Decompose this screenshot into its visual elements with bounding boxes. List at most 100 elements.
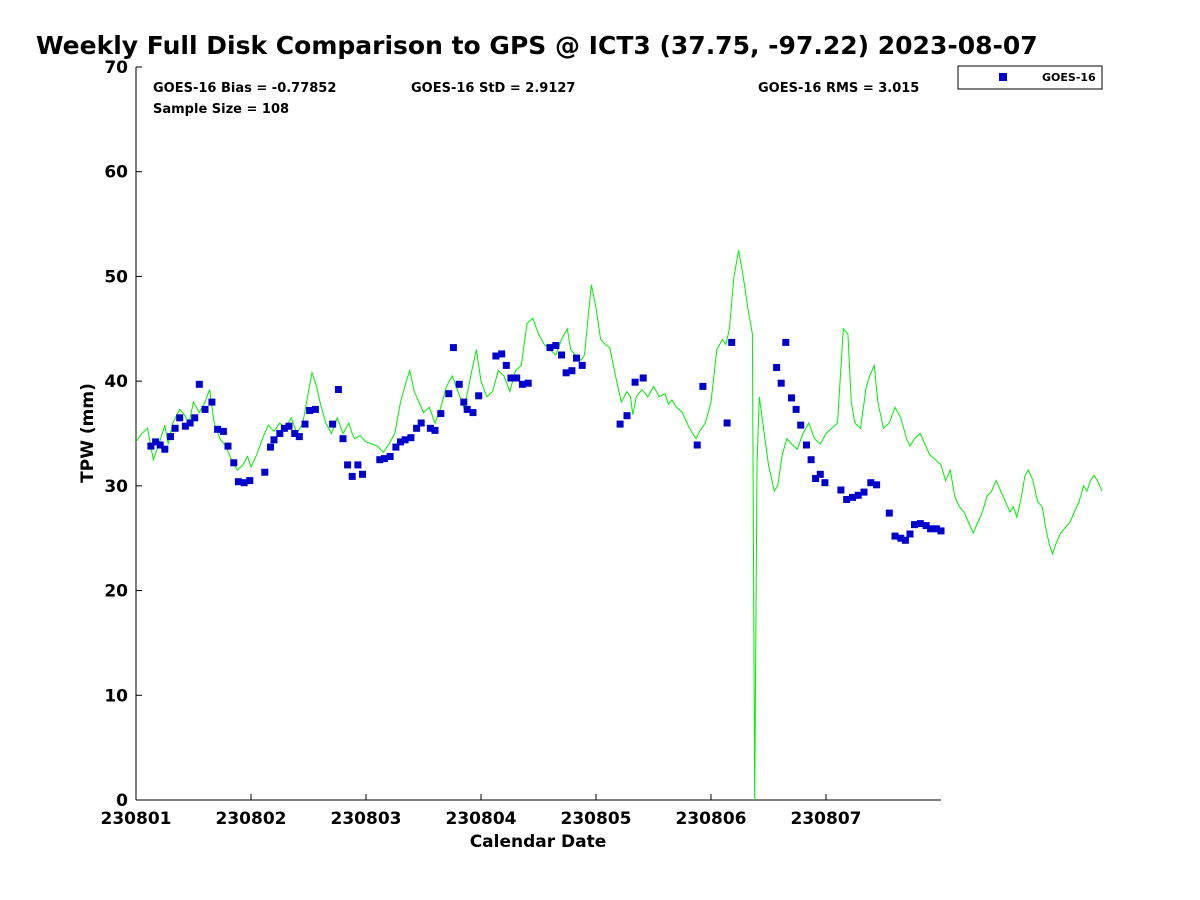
goes16-point bbox=[201, 405, 209, 413]
y-tick-label: 40 bbox=[104, 372, 128, 392]
goes16-point bbox=[777, 379, 785, 387]
goes16-point bbox=[911, 521, 918, 529]
goes16-point bbox=[152, 438, 160, 446]
goes16-point bbox=[937, 527, 945, 535]
stat-std: GOES-16 StD = 2.9127 bbox=[411, 81, 575, 96]
goes16-point bbox=[631, 378, 639, 386]
goes16-point bbox=[498, 350, 506, 358]
goes16-point bbox=[518, 380, 526, 388]
x-tick-label: 230801 bbox=[101, 809, 172, 829]
goes16-point bbox=[797, 421, 805, 429]
goes16-point bbox=[792, 405, 800, 413]
goes16-point bbox=[558, 351, 565, 359]
goes16-point bbox=[267, 443, 274, 451]
goes16-point bbox=[301, 420, 309, 428]
stat-sample-size: Sample Size = 108 bbox=[153, 102, 289, 117]
legend: GOES-16 bbox=[957, 65, 1103, 90]
goes16-point bbox=[401, 436, 409, 444]
legend-marker bbox=[999, 73, 1007, 81]
goes16-point bbox=[916, 520, 924, 528]
goes16-point bbox=[616, 420, 624, 428]
goes16-point bbox=[922, 522, 930, 530]
goes16-point bbox=[276, 430, 284, 437]
goes16-point bbox=[291, 430, 299, 437]
y-tick-label: 70 bbox=[104, 58, 128, 78]
gps-line-series bbox=[135, 250, 1103, 801]
goes16-point bbox=[224, 442, 232, 450]
x-tick-label: 230806 bbox=[676, 809, 747, 829]
chart-title: Weekly Full Disk Comparison to GPS @ ICT… bbox=[36, 31, 1038, 60]
goes16-point bbox=[552, 342, 560, 349]
x-ticks: 230801 230802 230803 230804 230805 230806 2308… bbox=[101, 794, 861, 829]
goes16-point bbox=[392, 443, 400, 451]
goes16-point bbox=[344, 461, 352, 469]
goes16-point bbox=[413, 424, 421, 432]
goes16-point bbox=[699, 382, 707, 390]
goes16-point bbox=[906, 530, 914, 538]
y-tick-label: 60 bbox=[104, 163, 128, 183]
goes16-point bbox=[354, 461, 362, 469]
x-tick-label: 230804 bbox=[446, 809, 517, 829]
x-axis-label: Calendar Date bbox=[470, 832, 607, 852]
goes16-point bbox=[837, 486, 845, 494]
goes16-point bbox=[208, 398, 216, 406]
goes16-point bbox=[816, 470, 824, 478]
goes16-point bbox=[897, 534, 905, 542]
plot-area: 0 10 20 30 40 50 60 70 230801 230802 230803 230804… bbox=[101, 58, 1103, 829]
goes16-point bbox=[234, 478, 242, 486]
goes16-point bbox=[161, 445, 169, 453]
goes16-point bbox=[359, 470, 366, 478]
y-tick-label: 20 bbox=[104, 582, 128, 602]
goes16-point bbox=[639, 374, 647, 382]
goes16-point bbox=[932, 525, 940, 533]
goes16-point bbox=[186, 419, 194, 427]
goes16-point bbox=[812, 475, 820, 482]
goes16-point bbox=[449, 344, 457, 352]
goes16-point bbox=[867, 479, 875, 487]
goes16-point bbox=[386, 453, 394, 460]
goes16-point bbox=[295, 433, 303, 441]
goes16-point bbox=[437, 410, 445, 418]
goes16-point bbox=[167, 433, 174, 441]
goes16-point bbox=[475, 392, 483, 400]
goes16-point bbox=[348, 472, 356, 480]
goes16-point bbox=[460, 398, 468, 406]
goes16-point bbox=[240, 479, 248, 487]
goes16-point bbox=[147, 442, 155, 450]
goes16-point bbox=[854, 491, 862, 499]
goes16-point bbox=[873, 481, 881, 489]
goes16-point bbox=[455, 380, 463, 388]
goes16-point bbox=[397, 438, 404, 446]
goes16-point bbox=[860, 488, 868, 496]
series-layer bbox=[135, 250, 1103, 801]
goes16-point bbox=[214, 425, 222, 433]
goes16-point bbox=[463, 405, 471, 413]
goes16-point bbox=[407, 434, 415, 442]
goes16-point bbox=[270, 436, 278, 444]
goes16-point bbox=[195, 380, 203, 388]
goes16-point bbox=[843, 496, 851, 503]
goes16-point bbox=[246, 477, 254, 485]
x-tick-label: 230803 bbox=[331, 809, 402, 829]
goes16-point bbox=[773, 364, 781, 371]
goes16-point bbox=[524, 379, 532, 387]
goes16-point bbox=[230, 459, 238, 467]
goes16-point bbox=[426, 424, 434, 432]
y-tick-label: 0 bbox=[116, 791, 128, 811]
y-ticks: 0 10 20 30 40 50 60 70 bbox=[104, 58, 142, 811]
goes16-point bbox=[568, 367, 576, 375]
goes16-point bbox=[191, 414, 199, 422]
goes16-point bbox=[723, 419, 731, 427]
goes16-point bbox=[807, 456, 815, 464]
goes16-point bbox=[782, 338, 790, 346]
x-tick-label: 230805 bbox=[561, 809, 632, 829]
y-tick-label: 50 bbox=[104, 267, 128, 287]
goes16-point bbox=[469, 409, 477, 417]
goes16-point bbox=[578, 361, 586, 369]
goes16-point bbox=[285, 422, 293, 430]
y-tick-label: 10 bbox=[104, 686, 128, 706]
goes16-point bbox=[891, 532, 899, 540]
x-tick-label: 230802 bbox=[216, 809, 287, 829]
goes16-point bbox=[693, 441, 701, 449]
